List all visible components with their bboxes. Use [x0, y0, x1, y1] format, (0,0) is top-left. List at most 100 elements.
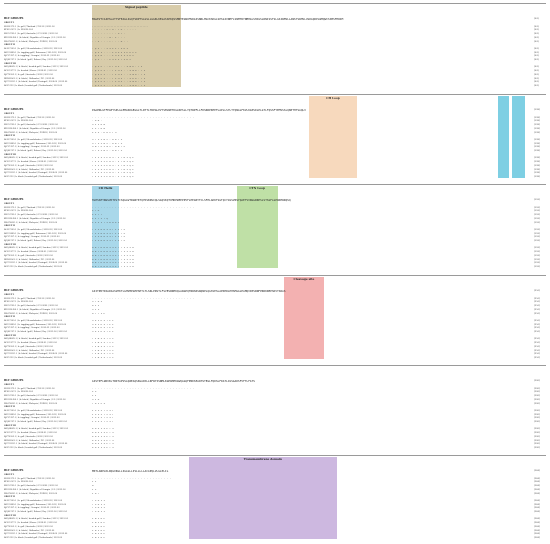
strain-label: AY491272.1 | b. gall | Thailand | 706.2S… [4, 206, 55, 209]
strain-label: AL297149.1 | b. gall | Mesoahdraites | 2… [4, 138, 62, 141]
block-header-label: BLV GROUPS [4, 198, 24, 201]
position-label: [64] [534, 35, 539, 39]
position-label: [320] [534, 427, 540, 431]
strain-label: KF619567.1 | b. MG024.004 [4, 120, 33, 123]
position-label: [192] [534, 205, 540, 209]
strain-label: AJC74993.1 | b. gall | Australia | 2018 … [4, 73, 53, 76]
strain-sequence: . . . . . V T M . T K . . . . . [92, 29, 137, 32]
strain-label: AFL35277.1 | b. headed | Korea | 2018.01… [4, 70, 57, 73]
reference-sequence: HLHSSEYNGSVKTPLTCSQGLWTRGNYKTQYDSKNSIQLS… [92, 199, 291, 202]
group-label: GROUP III [4, 62, 16, 65]
strain-label: AFL35277.1 | b. headed | Korea | 2018.01… [4, 342, 57, 345]
region-label: CH Loop [326, 96, 340, 100]
strain-sequence: A R T D A A S S L T T V V I A [92, 262, 134, 265]
strain-sequence: F I E A A S S T V V T L [92, 240, 126, 242]
reference-sequence: GISTPFLWDVKLTRDTAPVSLQWEAQSKGAIKLLRFWYIS… [92, 380, 256, 383]
strain-sequence: G I V [92, 305, 100, 308]
position-label: [384] [534, 480, 540, 484]
strain-sequence: S V A [92, 398, 100, 401]
position-label: [64] [534, 17, 539, 20]
position-label: [256] [534, 304, 540, 308]
strain-label: MA376685.1 | b. black | Malaysia | PGR02… [4, 402, 58, 405]
strain-label: AJC17427.1 | b. tuggling | Georgia | 201… [4, 417, 60, 420]
position-label: [128] [534, 171, 540, 175]
position-label: [320] [534, 394, 540, 398]
strain-label: AY054740.1 | b. gall | Australia | G53.2… [4, 214, 58, 217]
strain-sequence: . Q I A . . . I S L I V I K V [92, 55, 134, 58]
strain-sequence: L I T T [92, 214, 103, 217]
strain-sequence: V S L I T V S T [92, 417, 114, 420]
position-label: [192] [534, 246, 540, 250]
strain-label: BHB49961.1 | b. black | Hollander | W5 |… [4, 439, 55, 442]
strain-sequence: T V N S S T V V [92, 349, 114, 352]
strain-sequence: . Q I . . . I S L I T I K V [92, 59, 131, 61]
strain-sequence: . . P . . . T . . . A . . [92, 40, 128, 43]
position-label: [320] [534, 401, 540, 405]
region-highlight: CTN Loop [236, 186, 278, 268]
strain-label: KH0334496.1 | b. black | Republic of Geo… [4, 308, 66, 311]
strain-label: AJ2752025.1 | b. black | headed | Portug… [4, 353, 68, 356]
region-label: Cleavage site [293, 277, 315, 281]
position-label: [320] [534, 397, 540, 401]
position-label: [64] [534, 24, 539, 28]
strain-label: KF619567.1 | b. MG024.004 [4, 301, 33, 304]
block-divider [4, 455, 546, 456]
group-label: GROUP III [4, 243, 16, 246]
region-highlight: CH Loop [309, 96, 357, 178]
strain-sequence: S I L [92, 308, 100, 311]
strain-sequence: . Q I P V . . T I M I . . S N K . T V [92, 84, 146, 87]
position-label: [64] [534, 50, 539, 54]
position-label: [128] [534, 174, 540, 178]
position-label: [384] [534, 524, 540, 528]
strain-label: AY491272.1 | b. gall | Thailand | 706.2S… [4, 477, 55, 480]
block-header-label: BLV GROUPS [4, 108, 24, 111]
strain-label: AJC74993.1 | b. gall | Australia | 2018 … [4, 435, 53, 438]
position-label: [384] [534, 484, 540, 488]
strain-label: BHB49961.1 | b. black | Hollander | W5 |… [4, 349, 55, 352]
alignment-block: CH Loop BLV GROUPS PAAPNLGTFEAPYSPLGLEMLRD… [4, 94, 546, 180]
strain-sequence: K A S V S L T S [92, 439, 114, 442]
strain-sequence: . . . . . . . . . S T . [92, 33, 126, 36]
strain-sequence: . . . . . . G . I . . . [92, 36, 126, 39]
strain-sequence: V A T [92, 492, 100, 495]
strain-label: AL297149.1 | b. gall | Mesoahdraites | 2… [4, 47, 62, 50]
strain-sequence: F I E A A S S T V V T L [92, 236, 126, 239]
alignment-block: Transmembrane domain BLV GROUPS MKTLANPLKL… [4, 455, 546, 541]
strain-sequence: . . . . . . . . . . . . . . . . . . . . … [92, 297, 195, 300]
strain-sequence: L V T I T Q [92, 217, 108, 220]
strain-sequence: T V N S S T V V [92, 342, 114, 345]
strain-label: BHB49961.1 | b. black | Hollander | W5 |… [4, 168, 55, 171]
region-label: Transmembrane domain [243, 457, 282, 461]
reference-sequence: PAAPNLGTFEAPYSPLGLEMLRDGEGGLTLRTTLTRPGLP… [92, 109, 306, 112]
position-label: [64] [534, 69, 539, 73]
strain-sequence: . . . . . . . . . . . . . . . . . . . . … [92, 206, 195, 209]
position-label: [64] [534, 58, 539, 61]
position-label: [256] [534, 341, 540, 345]
strain-sequence: S T L I N V . A R T E [92, 138, 123, 141]
strain-label: AJQ64767.1 | b. black | gall | Rakasi | … [4, 59, 67, 61]
position-label: [128] [534, 145, 540, 149]
strain-label: AJQ64767.1 | b. black | gall | Rakasi | … [4, 240, 67, 242]
position-label: [320] [534, 445, 540, 449]
strain-sequence: S T L I N V . A R T E [92, 150, 123, 152]
alignment-block: Cleavage site BLV GROUPS GIITPRTPAAPAASVPK… [4, 275, 546, 361]
strain-sequence: . A N . [92, 120, 103, 123]
position-label: [128] [534, 119, 540, 123]
strain-sequence: A R T D A A S S L T T V V I A [92, 265, 134, 268]
position-label: [384] [534, 469, 540, 472]
position-label: [256] [534, 352, 540, 356]
block-header-label: BLV GROUPS [4, 289, 24, 292]
strain-sequence: S K V K S T E I [92, 327, 114, 330]
group-label: GROUP 1 [4, 113, 15, 115]
strain-sequence: S I V A N [92, 124, 105, 127]
strain-label: AY491272.1 | b. gall | Thailand | 706.2S… [4, 116, 55, 119]
position-label: [192] [534, 257, 540, 261]
strain-label: AY491272.1 | b. gall | Thailand | 706.2S… [4, 25, 55, 28]
strain-label: AFL35277.1 | b. headed | Korea | 2018.01… [4, 161, 57, 164]
position-label: [64] [534, 28, 539, 32]
position-label: [384] [534, 510, 540, 513]
strain-label: AY054740.1 | b. gall | Australia | G53.2… [4, 395, 58, 398]
group-label: GROUP III [4, 153, 16, 156]
strain-label: KH0334496.1 | b. black | Republic of Geo… [4, 36, 66, 39]
strain-sequence: T V I S V L A S . V T R V Q E [92, 157, 134, 160]
